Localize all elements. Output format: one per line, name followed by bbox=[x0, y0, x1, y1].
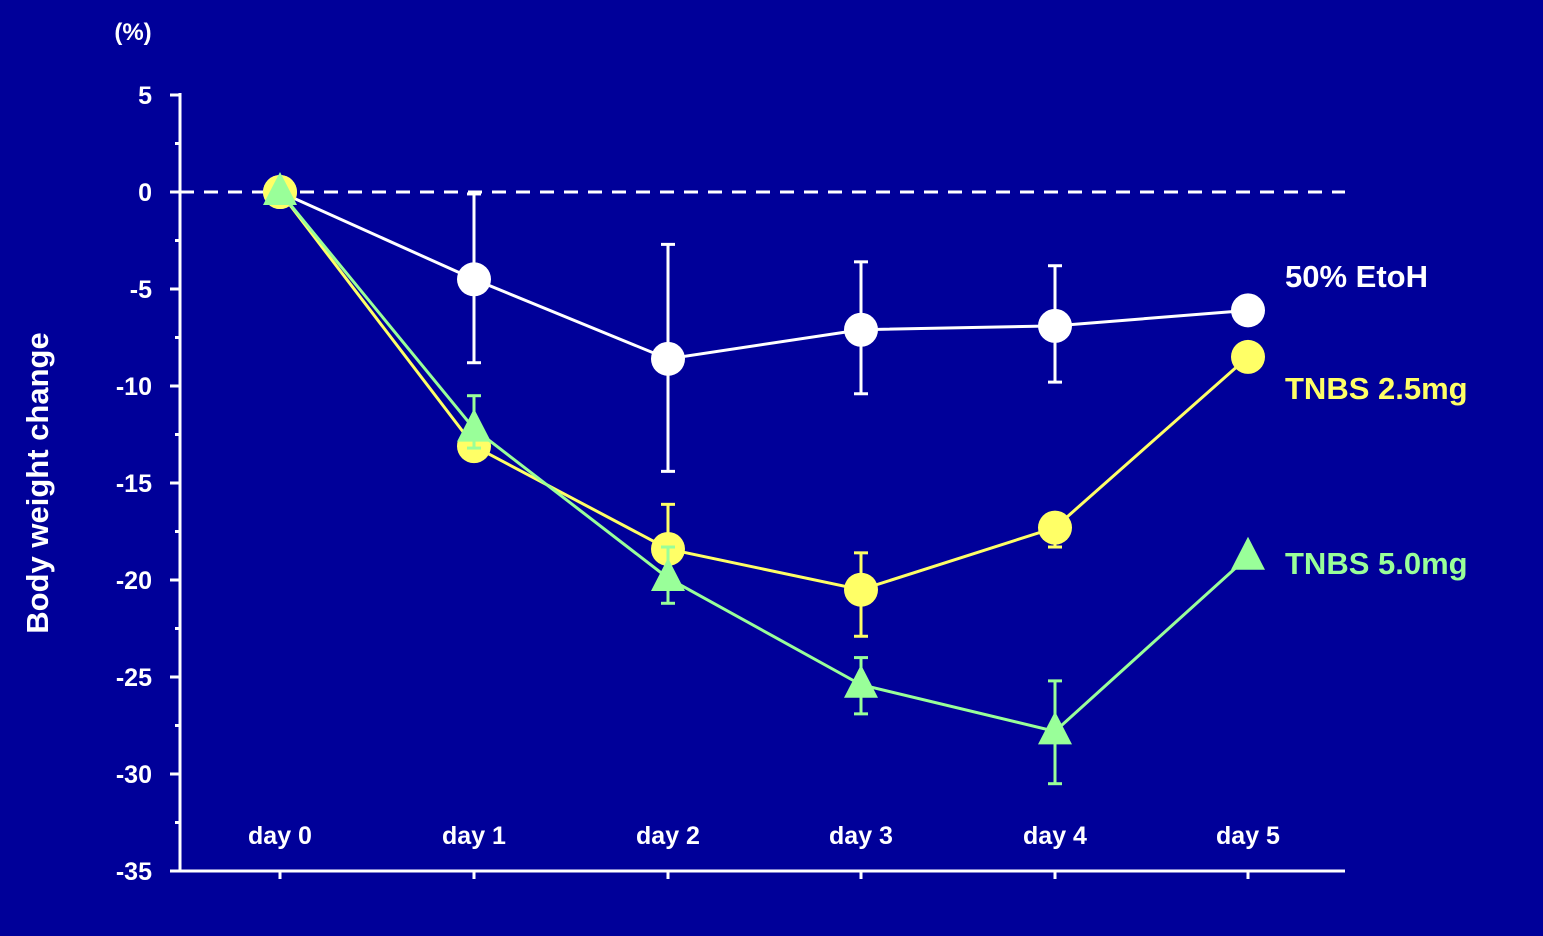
data-point-circle bbox=[651, 341, 685, 376]
y-tick-label: -35 bbox=[116, 858, 152, 886]
series-label: 50% EtoH bbox=[1285, 259, 1428, 294]
y-tick-label: -30 bbox=[116, 761, 152, 789]
y-tick-label: -20 bbox=[116, 567, 152, 595]
y-axis-title: Body weight change bbox=[20, 332, 55, 633]
data-point-triangle bbox=[1231, 536, 1265, 570]
data-point-circle bbox=[1038, 308, 1072, 343]
series-50-etoh bbox=[263, 175, 1265, 473]
data-point-circle bbox=[1231, 293, 1265, 328]
data-point-circle bbox=[457, 262, 491, 297]
series-group bbox=[263, 172, 1265, 786]
data-point-triangle bbox=[263, 172, 297, 205]
x-tick-label: day 2 bbox=[636, 822, 700, 850]
tick-labels: 5 0 -5 -10 -15 -20 -25 -30 -35 day 0 day 1 day 2 day… bbox=[116, 82, 1280, 886]
axes bbox=[170, 93, 1345, 879]
y-unit-label: (%) bbox=[114, 19, 151, 46]
series-line bbox=[278, 191, 1249, 592]
series-line bbox=[279, 190, 1249, 361]
x-tick-label: day 3 bbox=[829, 822, 893, 850]
y-tick-label: 5 bbox=[138, 82, 152, 110]
data-point-circle bbox=[1038, 510, 1072, 545]
data-point-circle bbox=[844, 312, 878, 347]
y-tick-label: -25 bbox=[116, 664, 152, 692]
x-tick-label: day 0 bbox=[248, 822, 312, 850]
x-tick-label: day 4 bbox=[1023, 822, 1087, 850]
data-point-circle bbox=[844, 572, 878, 607]
data-point-triangle bbox=[1038, 711, 1072, 745]
x-tick-label: day 1 bbox=[442, 822, 506, 850]
series-line bbox=[278, 191, 1250, 733]
data-point-triangle bbox=[651, 558, 685, 592]
y-tick-label: 0 bbox=[138, 179, 152, 207]
data-point-triangle bbox=[844, 664, 878, 698]
x-tick-label: day 5 bbox=[1216, 822, 1280, 850]
y-tick-label: -5 bbox=[130, 276, 152, 304]
data-point-circle bbox=[1231, 339, 1265, 374]
y-tick-label: -10 bbox=[116, 373, 152, 401]
series-tnbs-5-0mg bbox=[263, 172, 1265, 786]
series-label: TNBS 2.5mg bbox=[1285, 371, 1468, 406]
series-tnbs-2-5mg bbox=[263, 175, 1265, 638]
series-label: TNBS 5.0mg bbox=[1285, 546, 1468, 581]
series-labels: 50% EtoH TNBS 2.5mg TNBS 5.0mg bbox=[1285, 259, 1468, 581]
y-tick-label: -15 bbox=[116, 470, 152, 498]
data-point-triangle bbox=[457, 408, 491, 442]
